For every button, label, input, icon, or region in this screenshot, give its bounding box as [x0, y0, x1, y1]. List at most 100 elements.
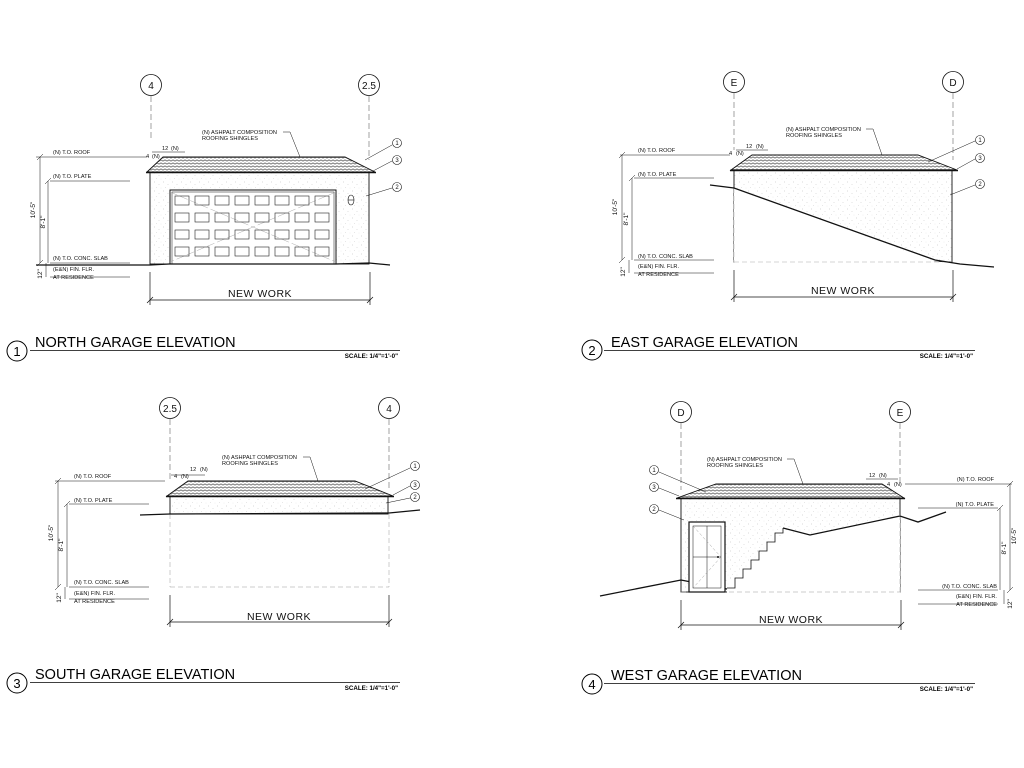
level-label: (E&N) FIN. FLR.	[53, 267, 94, 273]
svg-text:1: 1	[395, 141, 399, 147]
pitch-rise-note: (N)	[171, 146, 179, 152]
exterior-stairs	[727, 528, 784, 589]
grid-line-left: 4	[140, 74, 162, 140]
roofing-note: (N) ASHPALT COMPOSITION	[707, 457, 782, 463]
dimension-value: 10'-5"	[612, 198, 619, 215]
svg-text:2: 2	[652, 507, 656, 513]
grid-line-left: D	[670, 401, 692, 490]
level-label: (N) T.O. PLATE	[53, 174, 92, 180]
level-label: (N) T.O. ROOF	[638, 148, 676, 154]
callout-1: 1	[649, 465, 707, 493]
grid-line-right: E	[889, 401, 911, 482]
new-work-label: NEW WORK	[247, 611, 311, 623]
svg-text:3: 3	[978, 156, 982, 162]
dimension-value: 10'-5"	[30, 201, 37, 218]
pitch-rise-note: (N)	[756, 144, 764, 150]
grid-line-right: 2.5	[358, 74, 380, 160]
garage-roof	[729, 154, 958, 171]
level-label: (N) T.O. PLATE	[74, 498, 113, 504]
level-label: AT RESIDENCE	[53, 275, 94, 281]
grid-line-left: E	[723, 71, 745, 150]
level-label: AT RESIDENCE	[956, 602, 997, 608]
grid-bubble-label: 4	[386, 404, 392, 415]
level-label: (N) T.O. PLATE	[638, 172, 677, 178]
garage-roof	[676, 483, 906, 499]
grid-bubble-label: D	[949, 78, 956, 89]
pitch-rise: 12	[162, 146, 168, 152]
grid-line-right: D	[942, 71, 964, 160]
view-title: WEST GARAGE ELEVATION	[611, 668, 802, 684]
pitch-rise: 12	[190, 467, 196, 473]
new-work-label: NEW WORK	[811, 285, 875, 297]
scale-note: SCALE: 1/4"=1'-0"	[920, 353, 973, 360]
garage-wall	[169, 495, 389, 515]
dimension-value: 8'-1"	[1001, 541, 1008, 555]
dimension-value: 12"	[56, 593, 63, 603]
roofing-note: ROOFING SHINGLES	[222, 461, 278, 467]
callout-3: 3	[392, 480, 420, 496]
svg-text:1: 1	[413, 464, 417, 470]
pitch-rise: 12	[746, 144, 752, 150]
view-number-circle	[581, 339, 603, 361]
level-label: AT RESIDENCE	[638, 272, 679, 278]
view-number-circle	[6, 340, 28, 362]
garage-door	[169, 189, 337, 265]
level-label: (E&N) FIN. FLR.	[638, 264, 679, 270]
roofing-note: (N) ASHPALT COMPOSITION	[786, 127, 861, 133]
dimension-value: 8'-1"	[40, 215, 47, 229]
grid-bubble-label: 4	[148, 81, 154, 92]
callout-3: 3	[372, 155, 402, 172]
pitch-run: 4	[146, 154, 149, 160]
pitch-run-note: (N)	[736, 151, 744, 157]
svg-text:2: 2	[978, 182, 982, 188]
callout-1: 1	[364, 138, 402, 161]
level-label: (N) T.O. ROOF	[74, 474, 112, 480]
pitch-run-note: (N)	[152, 154, 160, 160]
grid-bubble-label: D	[677, 408, 684, 419]
view-number: 4	[588, 677, 595, 692]
dimension-value: 10'-5"	[1011, 527, 1018, 544]
dimension-value: 12"	[37, 269, 44, 279]
level-label: AT RESIDENCE	[74, 599, 115, 605]
scale-note: SCALE: 1/4"=1'-0"	[345, 685, 398, 692]
pitch-run-note: (N)	[894, 482, 902, 488]
callout-3: 3	[956, 153, 985, 170]
view-number-circle	[581, 673, 603, 695]
view-number: 2	[588, 343, 595, 358]
svg-text:3: 3	[413, 483, 417, 489]
entry-door	[688, 521, 726, 593]
level-label: (N) T.O. CONC. SLAB	[53, 256, 108, 262]
level-label: (N) T.O. ROOF	[53, 150, 91, 156]
west-elevation: D E	[581, 401, 1018, 695]
grid-bubble-label: E	[897, 408, 904, 419]
dimension-value: 10'-5"	[48, 524, 55, 541]
grid-line-right: 4	[378, 397, 400, 488]
dimension-value: 12"	[1007, 599, 1014, 609]
view-title: NORTH GARAGE ELEVATION	[35, 335, 236, 351]
pitch-run: 4	[887, 482, 890, 488]
garage-roof	[145, 156, 376, 173]
svg-text:3: 3	[395, 158, 399, 164]
level-label: (N) T.O. ROOF	[957, 477, 995, 483]
callout-2: 2	[385, 492, 420, 504]
wall-light-icon	[347, 194, 355, 206]
view-title: EAST GARAGE ELEVATION	[611, 335, 798, 351]
svg-text:1: 1	[652, 468, 656, 474]
view-number: 1	[13, 344, 20, 359]
dimension-value: 8'-1"	[58, 538, 65, 552]
south-elevation: 2.5 4 (N) T.O. ROOF (N)	[6, 397, 421, 694]
roofing-note: (N) ASHPALT COMPOSITION	[202, 130, 277, 136]
view-number: 3	[13, 676, 20, 691]
grid-bubble-label: 2.5	[163, 404, 177, 415]
roofing-note: ROOFING SHINGLES	[707, 463, 763, 469]
level-label: (N) T.O. CONC. SLAB	[638, 254, 693, 260]
callout-3: 3	[649, 482, 680, 497]
callout-1: 1	[364, 461, 420, 490]
pitch-rise-note: (N)	[879, 473, 887, 479]
level-label: (N) T.O. CONC. SLAB	[74, 580, 129, 586]
grade-line	[36, 262, 391, 266]
level-label: (E&N) FIN. FLR.	[74, 591, 115, 597]
scale-note: SCALE: 1/4"=1'-0"	[345, 353, 398, 360]
view-title: SOUTH GARAGE ELEVATION	[35, 667, 235, 683]
